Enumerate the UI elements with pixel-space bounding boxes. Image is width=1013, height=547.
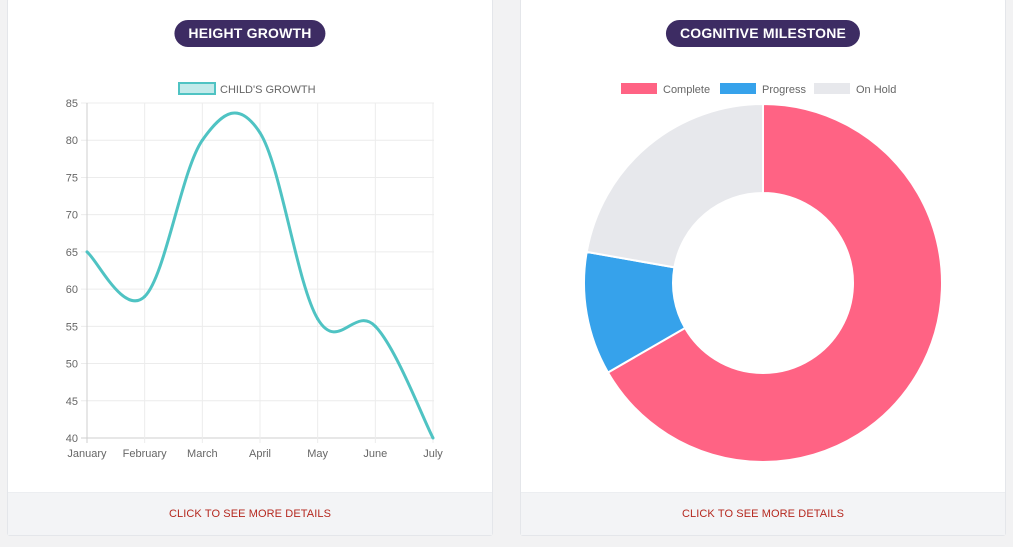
y-tick-label: 45 (66, 396, 78, 408)
x-tick-label: January (67, 448, 107, 460)
x-tick-label: February (123, 448, 168, 460)
y-tick-label: 80 (66, 135, 78, 147)
growth-data-point (143, 295, 147, 299)
height-growth-title: HEIGHT GROWTH (174, 20, 326, 47)
legend-swatch (178, 82, 216, 95)
growth-data-point (200, 138, 204, 142)
legend-swatch-complete (621, 83, 657, 94)
y-tick-label: 70 (66, 210, 78, 222)
growth-data-point (431, 436, 435, 440)
cognitive-milestone-doughnut-chart: Complete Progress On Hold (583, 83, 943, 463)
x-tick-label: June (363, 448, 387, 460)
y-tick-label: 60 (66, 284, 78, 296)
cognitive-milestone-card: COGNITIVE MILESTONE Complete Progress On H… (520, 0, 1006, 536)
y-tick-label: 75 (66, 172, 78, 184)
y-tick-label: 55 (66, 321, 78, 333)
legend-label-complete: Complete (663, 84, 710, 96)
height-growth-details-link[interactable]: CLICK TO SEE MORE DETAILS (8, 492, 492, 535)
doughnut-slice-complete (606, 102, 943, 463)
y-tick-label: 65 (66, 247, 78, 259)
x-tick-label: March (187, 448, 218, 460)
growth-data-point (316, 317, 320, 321)
legend-swatch-progress (720, 83, 756, 94)
x-tick-label: April (249, 448, 271, 460)
y-tick-label: 50 (66, 359, 78, 371)
legend-label-progress: Progress (762, 84, 807, 96)
cognitive-milestone-title: COGNITIVE MILESTONE (665, 20, 861, 47)
y-tick-label: 40 (66, 433, 78, 445)
legend-swatch-on-hold (814, 83, 850, 94)
y-tick-label: 85 (66, 98, 78, 110)
growth-data-point (85, 250, 89, 254)
cognitive-milestone-details-link[interactable]: CLICK TO SEE MORE DETAILS (521, 492, 1005, 535)
growth-data-point (258, 131, 262, 135)
doughnut-slice-on-hold (585, 102, 764, 269)
growth-data-point (373, 324, 377, 328)
x-tick-label: July (423, 448, 443, 460)
legend-label: CHILD'S GROWTH (220, 84, 316, 96)
height-growth-card: HEIGHT GROWTH CHILD'S GROWTH 85 80 75 70 65 60… (7, 0, 493, 536)
x-tick-label: May (307, 448, 328, 460)
height-growth-line-chart: CHILD'S GROWTH 85 80 75 70 65 60 55 50 45 40 Januar… (66, 82, 443, 460)
legend-label-on-hold: On Hold (856, 84, 896, 96)
